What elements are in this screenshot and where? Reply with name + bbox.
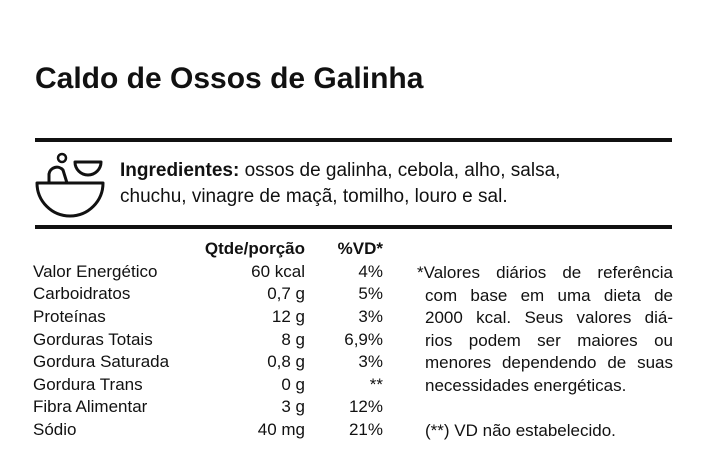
row: Gordura Saturada 0,8 g 3% (33, 351, 383, 374)
cell: 6,9% (344, 329, 383, 349)
cell: Proteínas (33, 307, 106, 327)
footnote-line: rios podem ser maiores ou (425, 330, 673, 350)
row: Valor Energético 60 kcal 4% (33, 261, 383, 284)
cell: Carboidratos (33, 284, 131, 304)
cell: 0,8 g (267, 352, 305, 372)
footnote-note: (**) VD não estabelecido. (425, 421, 616, 441)
bowl-icon (35, 152, 105, 218)
footnote-line: menores dependendo de suas (425, 353, 673, 373)
ingredients: Ingredientes: ossos de galinha, cebola, … (120, 158, 620, 210)
row: Carboidratos 0,7 g 5% (33, 283, 383, 306)
cell: 0 g (281, 374, 305, 394)
cell: 3 g (281, 397, 305, 417)
ingredients-label: Ingredientes: (120, 160, 240, 181)
footnote-line: necessidades energéticas. (425, 375, 627, 395)
header: Qtde/porção (204, 239, 305, 259)
nutrition-table: Qtde/porção %VD* Valor Energético 60 kcal… (33, 238, 383, 441)
cell: 40 mg (257, 420, 305, 440)
footnote-line: 2000 kcal. Seus valores diá- (425, 308, 673, 328)
row: Fibra Alimentar 3 g 12% (33, 396, 383, 419)
cell: 60 kcal (251, 261, 305, 281)
cell: 21% (348, 420, 383, 440)
cell: 3% (358, 307, 383, 327)
header: %VD* (337, 239, 383, 259)
footnote-line: *Valores diários de referência (417, 263, 673, 282)
cell: Gordura Trans (33, 374, 143, 394)
row: Gorduras Totais 8 g 6,9% (33, 328, 383, 351)
cell: Sódio (33, 420, 77, 440)
rule (35, 138, 672, 142)
cell: 3% (358, 352, 383, 372)
ingredients-text: ossos de galinha, cebola, alho, salsa, c… (120, 160, 561, 207)
cell: 4% (358, 261, 383, 281)
row: Sódio 40 mg 21% (33, 419, 383, 442)
cell: Valor Energético (33, 261, 158, 281)
row: Gordura Trans 0 g ** (33, 374, 383, 397)
cell: 12% (348, 397, 383, 417)
row: Proteínas 12 g 3% (33, 306, 383, 329)
title: Caldo de Ossos de Galinha (35, 62, 424, 95)
header-row: Qtde/porção %VD* (33, 238, 383, 261)
cell: 12 g (271, 307, 305, 327)
cell: 0,7 g (267, 284, 305, 304)
cell: Gordura Saturada (33, 352, 170, 372)
cell: 8 g (281, 329, 305, 349)
footnote: *Valores diários de referência com base e… (417, 262, 673, 443)
footnote-line: com base em uma dieta de (425, 285, 673, 305)
cell: 5% (358, 284, 383, 304)
cell: Fibra Alimentar (33, 397, 148, 417)
cell: ** (369, 374, 383, 394)
cell: Gorduras Totais (33, 329, 153, 349)
rule (35, 225, 672, 229)
